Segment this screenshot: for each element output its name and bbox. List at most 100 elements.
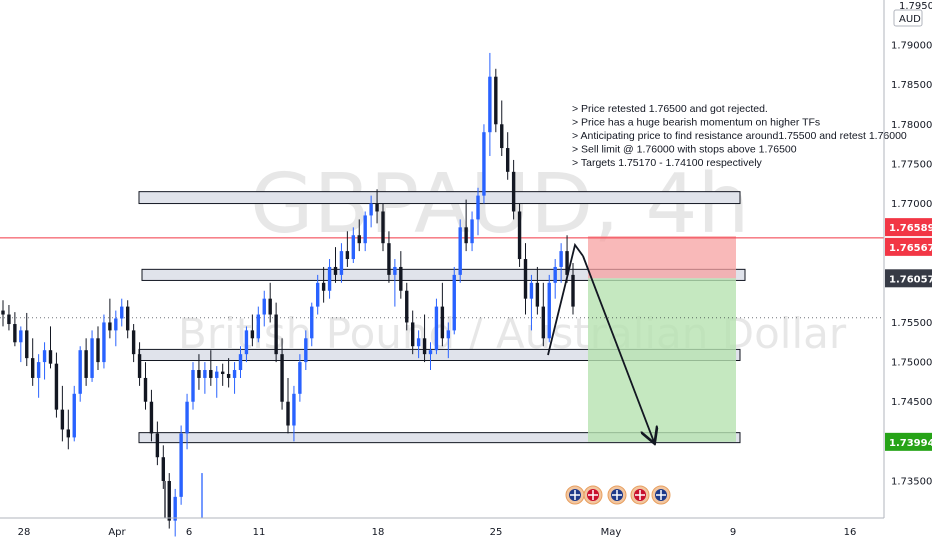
candle bbox=[547, 274, 551, 343]
drawn-arrows bbox=[547, 242, 654, 442]
projection-arrow bbox=[582, 255, 654, 442]
candle bbox=[315, 274, 320, 315]
time-tick: 18 bbox=[372, 527, 385, 538]
event-flag-icon[interactable] bbox=[630, 485, 650, 505]
candle bbox=[78, 346, 82, 402]
candle bbox=[66, 409, 71, 450]
event-flag-icon[interactable] bbox=[651, 485, 671, 505]
candle bbox=[179, 425, 183, 505]
candle bbox=[559, 243, 563, 283]
candle bbox=[72, 385, 76, 442]
candle bbox=[470, 211, 474, 252]
time-tick: Apr bbox=[108, 527, 126, 538]
candle bbox=[125, 300, 130, 339]
candle bbox=[482, 124, 486, 204]
candle bbox=[292, 385, 296, 442]
time-tick: 9 bbox=[730, 527, 736, 538]
candle bbox=[25, 312, 29, 367]
candle bbox=[345, 231, 350, 267]
candle bbox=[60, 385, 65, 442]
note-line: > Price has a huge bearish momentum on h… bbox=[572, 117, 820, 129]
price-tick: 1.78500 bbox=[891, 80, 932, 91]
price-tick: 1.77500 bbox=[891, 159, 932, 170]
price-label-entry: 1.76057 bbox=[885, 269, 932, 288]
price-tick: 1.79000 bbox=[891, 41, 932, 52]
currency-label: AUD bbox=[899, 14, 921, 25]
take-profit-zone[interactable] bbox=[588, 278, 736, 442]
candle bbox=[541, 282, 546, 347]
candle bbox=[114, 310, 118, 347]
stop-loss-zone[interactable] bbox=[588, 236, 736, 279]
candle bbox=[102, 314, 106, 369]
price-label-stop: 1.76589 bbox=[885, 218, 932, 237]
svg-text:1.76589: 1.76589 bbox=[889, 223, 932, 234]
candle bbox=[173, 488, 177, 537]
event-flag-icon[interactable] bbox=[565, 485, 585, 505]
candle bbox=[553, 259, 557, 299]
time-tick: 25 bbox=[490, 527, 503, 538]
candle bbox=[137, 342, 142, 386]
candle bbox=[511, 159, 516, 220]
candle bbox=[185, 393, 189, 450]
position-tool[interactable] bbox=[0, 236, 884, 442]
candle bbox=[393, 259, 397, 307]
candle bbox=[209, 350, 213, 386]
candle bbox=[517, 203, 522, 267]
price-tick-partial: 1.79500 bbox=[899, 1, 932, 12]
candles bbox=[1, 52, 575, 537]
candle bbox=[535, 266, 540, 315]
price-tick: 1.75500 bbox=[891, 318, 932, 329]
candle bbox=[422, 314, 427, 363]
price-tick: 1.78000 bbox=[891, 120, 932, 131]
candle bbox=[286, 377, 290, 434]
candle bbox=[571, 263, 575, 315]
candle bbox=[250, 314, 255, 347]
candle bbox=[529, 274, 534, 331]
note-line: > Price retested 1.76500 and got rejecte… bbox=[572, 103, 768, 115]
candle bbox=[226, 358, 231, 388]
candle bbox=[131, 324, 136, 363]
candle bbox=[143, 362, 148, 410]
candle bbox=[108, 298, 112, 339]
candle bbox=[13, 312, 17, 347]
candle bbox=[399, 251, 403, 299]
candle bbox=[30, 338, 35, 386]
time-tick: 28 bbox=[18, 527, 31, 538]
candle bbox=[268, 282, 272, 323]
price-tick: 1.75000 bbox=[891, 358, 932, 369]
candle bbox=[446, 322, 451, 359]
candle bbox=[1, 300, 5, 327]
candle bbox=[357, 219, 361, 252]
candle bbox=[327, 259, 332, 299]
candle bbox=[458, 219, 462, 283]
price-axis[interactable]: 1.79000 1.78500 1.78000 1.77500 1.77000 1.755… bbox=[885, 1, 932, 488]
candle bbox=[220, 363, 225, 386]
event-flag-icon[interactable] bbox=[607, 485, 627, 505]
time-tick: May bbox=[601, 527, 622, 538]
price-label-last-sell: 1.76567 bbox=[885, 237, 932, 256]
candle bbox=[321, 266, 326, 303]
candle bbox=[232, 362, 237, 394]
candle bbox=[387, 231, 391, 283]
candle bbox=[310, 302, 314, 347]
candle bbox=[42, 342, 47, 380]
candle bbox=[262, 290, 266, 327]
candle bbox=[523, 243, 528, 315]
candle bbox=[161, 445, 166, 489]
price-tick: 1.74500 bbox=[891, 397, 932, 408]
candle bbox=[304, 330, 308, 371]
candle bbox=[464, 199, 468, 252]
candle bbox=[452, 266, 456, 335]
economic-events[interactable] bbox=[565, 485, 671, 505]
time-axis[interactable]: 28 Apr 6 11 18 25 May 9 16 bbox=[18, 527, 857, 538]
candle bbox=[375, 189, 379, 224]
currency-box[interactable] bbox=[893, 9, 923, 27]
candle bbox=[238, 346, 243, 378]
candle bbox=[203, 362, 207, 394]
candle bbox=[167, 473, 171, 529]
candle bbox=[48, 326, 53, 369]
candle bbox=[7, 305, 11, 331]
candle bbox=[120, 298, 124, 327]
event-flag-icon[interactable] bbox=[583, 485, 603, 505]
